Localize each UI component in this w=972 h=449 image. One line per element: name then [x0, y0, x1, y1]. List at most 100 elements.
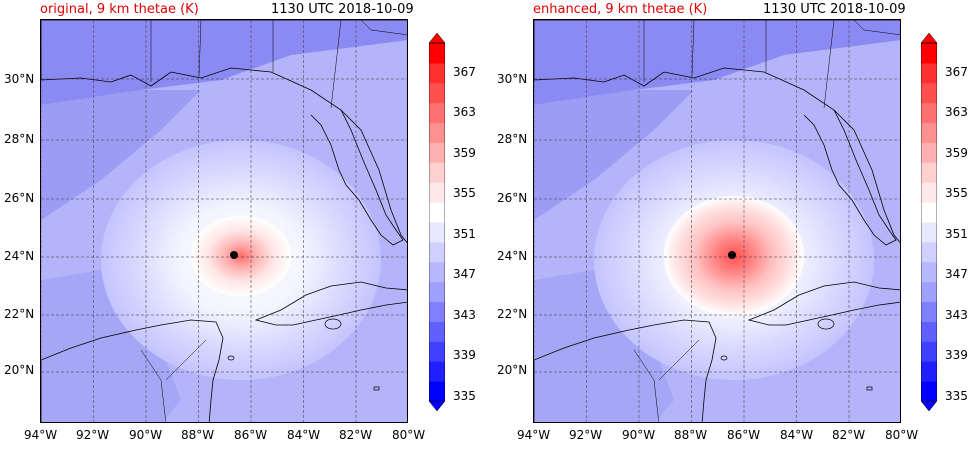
small-island — [866, 386, 873, 391]
colorbar-arrow-low — [921, 400, 937, 411]
colorbar-label: 351 — [945, 227, 968, 241]
lat-tick: 26°N — [497, 191, 528, 205]
yucatan-coastline — [534, 319, 717, 422]
florida-coastline — [310, 109, 404, 246]
lat-tick: 20°N — [4, 363, 35, 377]
colorbar-segment — [429, 182, 445, 203]
thetae-core — [191, 216, 291, 296]
colorbar-segment — [429, 301, 445, 322]
thetae-band — [534, 90, 694, 220]
colorbar-segment — [429, 43, 445, 64]
colorbar-segment — [921, 341, 937, 362]
colorbar-segment — [921, 381, 937, 402]
colorbar-label: 343 — [945, 308, 968, 322]
cozumel-island — [720, 355, 728, 361]
lat-tick: 30°N — [497, 72, 528, 86]
colorbar-segment — [429, 102, 445, 124]
storm-center-marker — [728, 251, 736, 259]
small-island — [373, 386, 380, 391]
colorbar-label: 335 — [453, 389, 476, 403]
mexico-borders — [140, 339, 207, 422]
colorbar-segment — [921, 182, 937, 203]
colorbar-label: 359 — [453, 146, 476, 160]
colorbar-segment — [921, 142, 937, 163]
colorbar-outline — [429, 42, 445, 402]
left-map — [40, 19, 408, 423]
colorbar-label: 363 — [945, 105, 968, 119]
colorbar-segment — [429, 361, 445, 382]
left-panel-title: original, 9 km thetae (K) — [40, 2, 199, 17]
lat-tick: 28°N — [4, 132, 35, 146]
colorbar-segment — [921, 202, 937, 223]
colorbar-segment — [429, 261, 445, 283]
lon-tick: 80°W — [392, 428, 426, 442]
lon-tick: 80°W — [885, 428, 919, 442]
colorbar-label: 339 — [945, 348, 968, 362]
colorbar-label: 335 — [945, 389, 968, 403]
colorbar-label: 355 — [945, 186, 968, 200]
lon-tick: 88°W — [181, 428, 215, 442]
mexico-borders — [633, 339, 700, 422]
lat-tick: 30°N — [4, 72, 35, 86]
colorbar-label: 339 — [453, 348, 476, 362]
colorbar-segment — [921, 241, 937, 263]
colorbar-segment — [921, 62, 937, 84]
lat-tick: 22°N — [497, 307, 528, 321]
us-coastline — [41, 20, 407, 244]
lon-tick: 90°W — [622, 428, 656, 442]
colorbar-outline — [921, 42, 937, 402]
colorbar-label: 351 — [453, 227, 476, 241]
colorbar-label: 355 — [453, 186, 476, 200]
lon-tick: 88°W — [674, 428, 708, 442]
colorbar-label: 367 — [453, 65, 476, 79]
colorbar-segment — [921, 361, 937, 382]
colorbar-segment — [429, 162, 445, 183]
lat-tick: 24°N — [497, 249, 528, 263]
yucatan-coastline — [41, 319, 224, 422]
colorbar-segment — [429, 142, 445, 163]
colorbar-segment — [921, 222, 937, 243]
florida-coastline — [803, 109, 897, 246]
state-borders — [150, 20, 407, 109]
colorbar-segment — [429, 122, 445, 143]
thetae-band — [41, 90, 201, 220]
lon-tick: 86°W — [727, 428, 761, 442]
thetae-band — [534, 270, 674, 422]
lon-tick: 92°W — [76, 428, 110, 442]
lat-tick: 22°N — [4, 307, 35, 321]
colorbar-segment — [921, 281, 937, 303]
lon-tick: 84°W — [780, 428, 814, 442]
right-colorbar — [921, 33, 937, 411]
colorbar-label: 347 — [945, 267, 968, 281]
storm-center-marker — [230, 251, 238, 259]
lon-tick: 94°W — [24, 428, 58, 442]
left-panel-timestamp: 1130 UTC 2018-10-09 — [271, 2, 414, 17]
colorbar-segment — [429, 202, 445, 223]
colorbar-segment — [921, 82, 937, 104]
isle-of-youth — [324, 318, 342, 330]
lat-tick: 28°N — [497, 132, 528, 146]
right-map — [533, 19, 901, 423]
lon-tick: 90°W — [129, 428, 163, 442]
lon-tick: 84°W — [287, 428, 321, 442]
colorbar-label: 363 — [453, 105, 476, 119]
us-coastline — [534, 20, 900, 244]
thetae-band-low — [534, 20, 900, 105]
lon-tick: 82°W — [832, 428, 866, 442]
right-panel-timestamp: 1130 UTC 2018-10-09 — [763, 2, 906, 17]
lon-tick: 82°W — [339, 428, 373, 442]
colorbar-segment — [921, 301, 937, 322]
lon-tick: 86°W — [234, 428, 268, 442]
lat-tick: 24°N — [4, 249, 35, 263]
colorbar-segment — [429, 222, 445, 243]
colorbar-segment — [429, 82, 445, 104]
cuba-coastline — [254, 281, 407, 326]
colorbar-segment — [429, 62, 445, 84]
left-colorbar — [429, 33, 445, 411]
cozumel-island — [227, 355, 235, 361]
thetae-band-low — [41, 20, 407, 105]
colorbar-segment — [921, 261, 937, 283]
colorbar-segment — [921, 162, 937, 183]
lat-tick: 20°N — [497, 363, 528, 377]
colorbar-segment — [429, 341, 445, 362]
